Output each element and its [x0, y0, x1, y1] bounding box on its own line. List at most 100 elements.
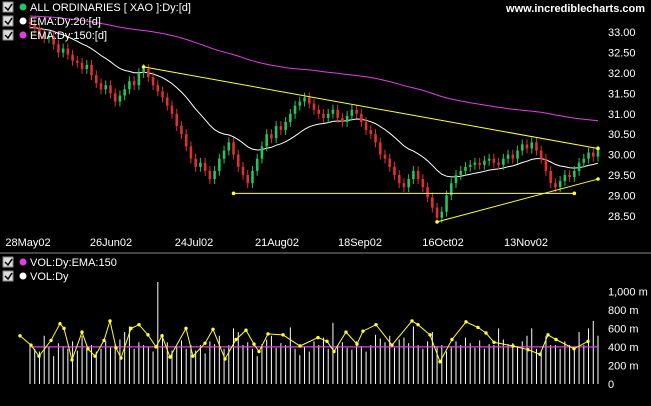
legend-checkbox-ema150[interactable] — [2, 29, 14, 41]
legend-checkbox-ema20[interactable] — [2, 15, 14, 27]
candle-body — [255, 158, 259, 171]
volume-zigzag-point — [332, 349, 336, 354]
candle-body — [388, 158, 392, 167]
candle-body — [468, 164, 472, 167]
rising-trendline-point — [596, 177, 600, 181]
volume-zigzag-point — [184, 326, 188, 331]
candle-body — [270, 134, 273, 139]
candle-body — [132, 81, 136, 86]
candle-body — [577, 162, 581, 171]
candle-body — [52, 36, 55, 45]
volume-zigzag-point — [266, 332, 270, 336]
candle-body — [199, 162, 202, 167]
check-icon — [4, 31, 13, 40]
candle-body — [265, 134, 268, 147]
candle-body — [483, 160, 486, 165]
candle-body — [104, 85, 108, 90]
volume-tick-label: 800 m — [608, 305, 639, 317]
candle-body — [345, 115, 349, 122]
legend-label-ema150: EMA:Dy:150:[d] — [30, 30, 107, 42]
volume-zigzag-point — [114, 346, 118, 350]
volume-zigzag-point — [86, 347, 90, 351]
upper-trendline-point — [141, 65, 146, 69]
legend-checkbox-vol-ema[interactable] — [2, 256, 14, 268]
candle-body — [80, 62, 84, 69]
site-watermark: www.incrediblecharts.com — [505, 3, 645, 15]
candle-body — [402, 183, 406, 188]
volume-legend: VOL:Dy:EMA:150 VOL:Dy — [2, 256, 117, 283]
candle-body — [487, 158, 491, 161]
candle-body — [90, 64, 93, 76]
volume-zigzag-point — [168, 355, 172, 359]
volume-zigzag-point — [80, 330, 84, 334]
candle-body — [445, 195, 448, 212]
volume-zigzag-point — [526, 347, 530, 352]
candle-body — [227, 142, 231, 151]
candle-body — [28, 22, 32, 25]
candle-body — [156, 85, 160, 92]
candle-body — [222, 150, 226, 159]
ema150-line — [29, 15, 599, 122]
candle-body — [502, 158, 505, 165]
candle-body — [246, 174, 250, 184]
volume-zigzag-point — [102, 338, 106, 343]
candle-body — [123, 89, 126, 96]
check-icon — [4, 272, 13, 281]
volume-zigzag-point — [211, 327, 215, 331]
candle-body — [587, 152, 590, 159]
volume-zigzag-point — [374, 322, 378, 327]
volume-tick-label: 200 m — [608, 360, 639, 372]
candle-body — [251, 170, 254, 184]
candle-body — [596, 150, 600, 157]
volume-zigzag-point — [62, 326, 66, 331]
volume-tick-label: 0 — [608, 379, 614, 391]
candle-body — [558, 181, 562, 188]
candle-body — [42, 34, 46, 39]
price-tick-label: 32.00 — [608, 68, 636, 80]
candle-body — [109, 85, 112, 94]
candle-body — [317, 109, 321, 114]
candle-body — [336, 109, 339, 118]
legend-checkbox-vol[interactable] — [2, 270, 14, 282]
candle-body — [473, 162, 477, 165]
candle-body — [113, 93, 117, 102]
candle-body — [464, 166, 467, 171]
candle-body — [322, 113, 325, 118]
price-tick-label: 31.00 — [608, 109, 636, 121]
volume-tick-label: 1,000 m — [608, 286, 648, 298]
volume-zigzag-point — [281, 333, 285, 337]
date-tick-label: 13Nov02 — [504, 237, 548, 249]
candle-body — [180, 126, 183, 135]
candle-body — [298, 101, 302, 106]
candle-body — [416, 170, 420, 180]
candle-body — [99, 83, 103, 90]
candle-body — [326, 113, 330, 118]
volume-zigzag-point — [146, 333, 150, 337]
volume-zigzag-point — [438, 360, 442, 364]
volume-zigzag-point — [325, 339, 329, 344]
candle-body — [303, 97, 306, 102]
volume-panel: 1,000 m 800 m 600 m 400 m 200 m 0 — [18, 282, 648, 391]
candle-body — [412, 170, 415, 180]
candle-body — [449, 183, 453, 196]
volume-zigzag-point — [160, 334, 164, 338]
volume-zigzag-point — [344, 330, 348, 334]
volume-tick-label: 600 m — [608, 323, 639, 335]
candle-body — [549, 170, 552, 184]
volume-zigzag-point — [538, 352, 542, 357]
candle-body — [142, 68, 145, 74]
candle-body — [61, 48, 65, 53]
candle-body — [535, 142, 538, 151]
legend-checkbox-xao[interactable] — [2, 1, 14, 13]
candle-body — [284, 121, 287, 131]
candle-body — [232, 142, 235, 155]
legend-dot-ema20 — [19, 17, 27, 25]
date-tick-label: 24Jul02 — [175, 237, 214, 249]
candle-body — [497, 162, 500, 165]
price-panel: 33.00 32.50 32.00 31.50 31.00 30.50 30.00 29.50… — [5, 15, 636, 249]
candle-body — [76, 60, 79, 63]
candle-body — [274, 126, 278, 139]
volume-zigzag-point — [244, 328, 248, 332]
candle-body — [454, 174, 458, 184]
